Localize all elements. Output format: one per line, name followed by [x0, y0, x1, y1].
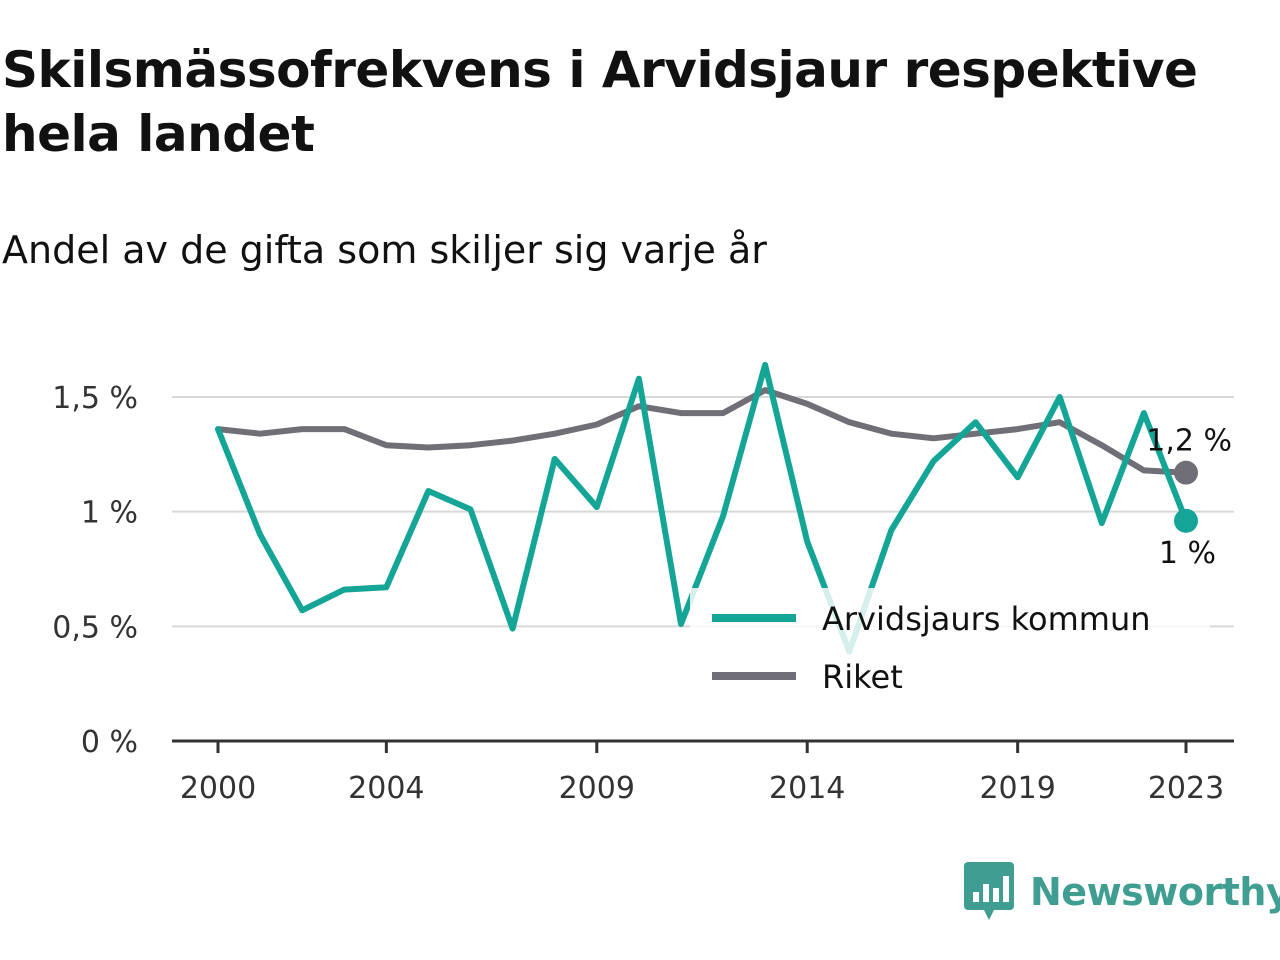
series-line-arvidsjaur — [215, 361, 1189, 655]
x-tick-label: 2009 — [559, 771, 635, 806]
series-line-riket — [215, 387, 1189, 476]
x-tick-label: 2004 — [348, 771, 424, 806]
brand-name: Newsworthy — [1030, 870, 1280, 914]
chart-subtitle: Andel av de gifta som skiljer sig varje … — [2, 228, 767, 272]
legend: Arvidsjaurs kommun Riket — [690, 588, 1210, 708]
x-tick-label: 2023 — [1148, 771, 1224, 806]
brand-logo[interactable]: Newsworthy — [964, 862, 1280, 922]
y-tick-label: 1 % — [81, 496, 138, 531]
chart-title: Skilsmässofrekvens i Arvidsjaur respekti… — [2, 41, 1198, 163]
newsworthy-logo-icon — [964, 862, 1014, 920]
end-value-label-riket: 1,2 % — [1146, 424, 1232, 459]
legend-label: Arvidsjaurs kommun — [822, 600, 1151, 638]
x-tick-label: 2000 — [180, 771, 256, 806]
x-axis-ticks: 2000 2004 2009 2014 2019 2023 — [180, 741, 1224, 806]
end-point-riket — [1174, 460, 1198, 485]
x-tick-label: 2014 — [769, 771, 845, 806]
legend-label: Riket — [822, 658, 903, 696]
legend-background — [690, 588, 1210, 708]
end-point-arvidsjaur — [1174, 508, 1198, 533]
y-tick-label: 0,5 % — [52, 610, 138, 645]
x-tick-label: 2019 — [979, 771, 1055, 806]
y-axis-labels: 0 % 0,5 % 1 % 1,5 % — [52, 381, 138, 760]
series-lines — [215, 361, 1189, 655]
y-tick-label: 0 % — [81, 725, 138, 760]
end-value-label-arvidsjaur: 1 % — [1159, 536, 1216, 571]
end-markers: 1 % 1,2 % — [1146, 424, 1232, 571]
y-tick-label: 1,5 % — [52, 381, 138, 416]
